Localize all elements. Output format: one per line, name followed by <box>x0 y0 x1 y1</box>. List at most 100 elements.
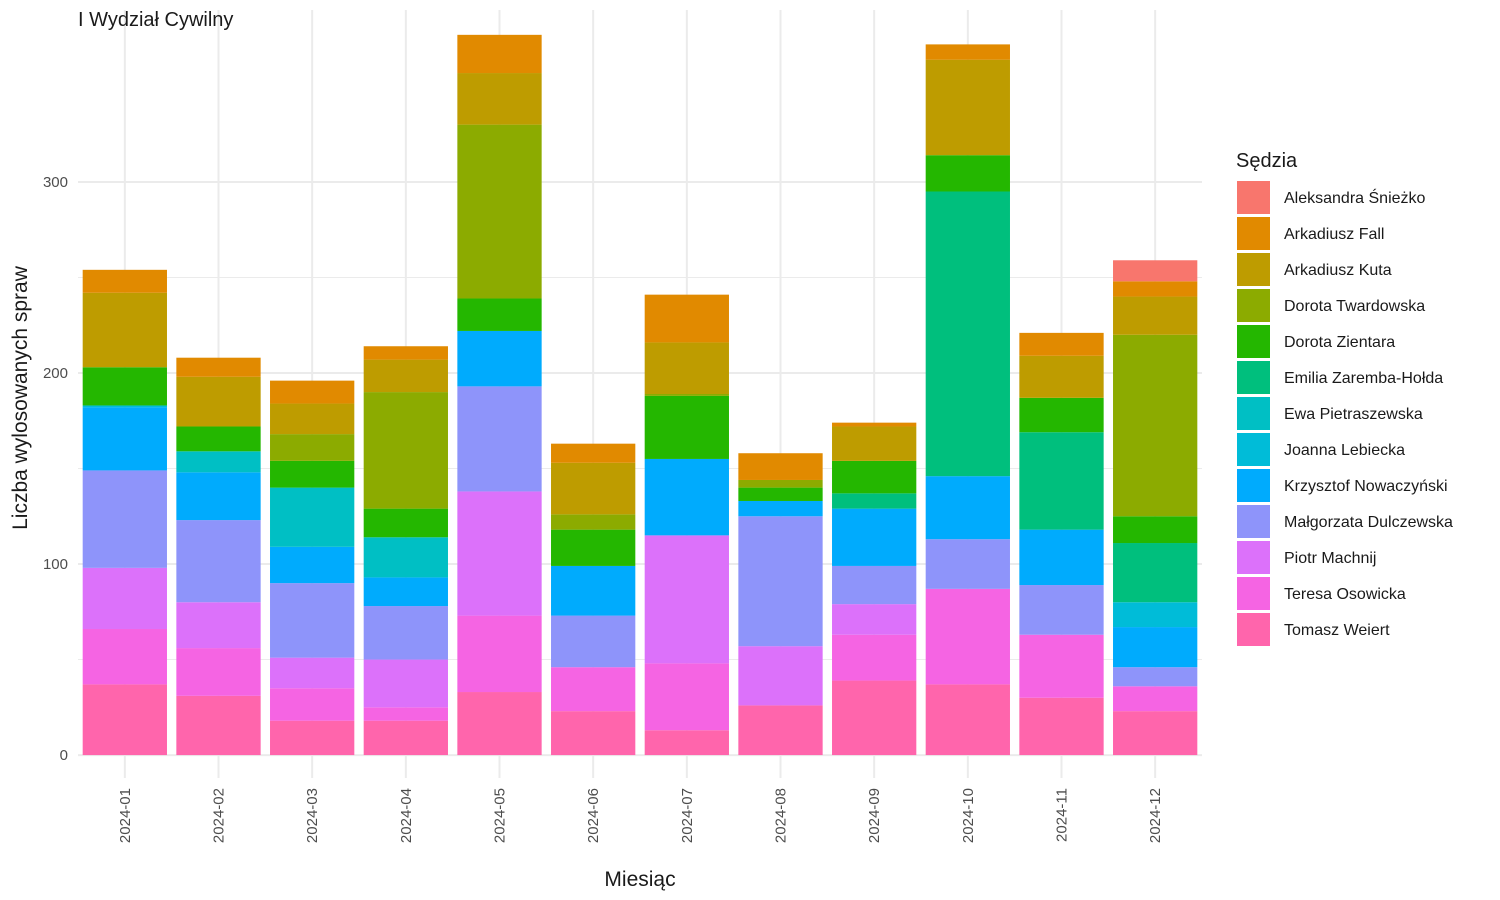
y-tick-label: 100 <box>43 556 68 573</box>
bar-segment <box>270 657 355 689</box>
bar-segment <box>551 565 636 616</box>
bar-segment <box>176 426 261 452</box>
bar-segment <box>1019 397 1104 433</box>
bar-segment <box>176 520 261 603</box>
legend-label: Arkadiusz Kuta <box>1284 262 1392 279</box>
x-tick-label: 2024-07 <box>679 788 696 843</box>
bar-segment <box>644 294 729 343</box>
bar-segment <box>457 73 542 125</box>
bar-segment <box>832 680 917 756</box>
bar-segment <box>270 720 355 756</box>
bar-segment <box>925 684 1010 756</box>
bar-segment <box>176 695 261 756</box>
x-tick-label: 2024-10 <box>960 788 977 843</box>
bar-segment <box>457 386 542 492</box>
bar-segment <box>82 684 167 756</box>
bar-segment <box>363 577 448 607</box>
bars <box>82 34 1198 756</box>
bar-segment <box>82 367 167 406</box>
bar-segment <box>82 405 167 408</box>
bar-segment <box>176 451 261 473</box>
bar-segment <box>1019 697 1104 756</box>
legend-swatch <box>1237 505 1270 538</box>
bar-segment <box>363 346 448 360</box>
bar-segment <box>832 634 917 681</box>
bar-segment <box>925 539 1010 589</box>
y-axis-title: Liczba wylosowanych spraw <box>9 265 32 530</box>
bar-segment <box>1113 602 1198 628</box>
bar-segment <box>925 588 1010 685</box>
legend-swatch <box>1237 361 1270 394</box>
bar-segment <box>363 508 448 538</box>
bar-segment <box>82 269 167 293</box>
bar-segment <box>832 460 917 494</box>
axes: 0 100 200 300 2024-01 2024-02 2024-03 2024-04 20… <box>43 174 1164 843</box>
bar-segment <box>832 604 917 635</box>
legend-label: Dorota Twardowska <box>1284 298 1425 315</box>
bar-segment <box>1019 355 1104 398</box>
bar-segment <box>1113 296 1198 335</box>
bar-segment <box>832 508 917 566</box>
bar-segment <box>1113 334 1198 517</box>
x-tick-label: 2024-12 <box>1147 788 1164 843</box>
bar-segment <box>925 191 1010 477</box>
legend-swatch <box>1237 433 1270 466</box>
bar-segment <box>738 479 823 488</box>
bar-segment <box>925 155 1010 192</box>
legend-swatch <box>1237 397 1270 430</box>
bar-segment <box>176 357 261 377</box>
bar-segment <box>644 730 729 756</box>
bar-segment <box>363 537 448 578</box>
bar-segment <box>1113 686 1198 712</box>
bar-segment <box>644 663 729 731</box>
legend: Sędzia Aleksandra Śnieżko Arkadiusz Fall A… <box>1236 150 1453 646</box>
legend-label: Tomasz Weiert <box>1284 622 1390 639</box>
x-tick-label: 2024-04 <box>398 788 415 843</box>
legend-label: Małgorzata Dulczewska <box>1284 514 1453 531</box>
bar-segment <box>176 472 261 521</box>
bar-segment <box>457 298 542 331</box>
x-tick-label: 2024-06 <box>585 788 602 843</box>
bar-segment <box>925 59 1010 156</box>
x-tick-label: 2024-11 <box>1054 788 1071 842</box>
bar-segment <box>551 667 636 712</box>
bar-segment <box>1113 543 1198 603</box>
x-tick-label: 2024-03 <box>304 788 321 843</box>
bar-segment <box>644 342 729 394</box>
bar-segment <box>738 646 823 706</box>
legend-swatch <box>1237 469 1270 502</box>
bar-segment <box>1113 281 1198 297</box>
bar-segment <box>363 659 448 708</box>
x-axis-title: Miesiąc <box>604 868 675 891</box>
bar-segment <box>457 124 542 299</box>
bar-segment <box>551 462 636 515</box>
x-tick-label: 2024-08 <box>773 788 790 843</box>
bar-segment <box>832 565 917 605</box>
bar-segment <box>1113 627 1198 668</box>
legend-title: Sędzia <box>1236 150 1298 172</box>
bar-segment <box>457 330 542 387</box>
bar-segment <box>270 460 355 488</box>
bar-segment <box>176 376 261 427</box>
bar-segment <box>644 535 729 664</box>
bar-segment <box>1019 585 1104 635</box>
bar-segment <box>1113 260 1198 282</box>
bar-segment <box>270 583 355 658</box>
legend-label: Emilia Zaremba-Hołda <box>1284 370 1443 387</box>
legend-label: Krzysztof Nowaczyński <box>1284 478 1448 495</box>
bar-segment <box>644 394 729 396</box>
legend-swatch <box>1237 541 1270 574</box>
bar-segment <box>363 392 448 509</box>
bar-segment <box>738 705 823 756</box>
legend-label: Dorota Zientara <box>1284 334 1395 351</box>
bar-segment <box>270 487 355 547</box>
bar-segment <box>1113 711 1198 756</box>
bar-segment <box>551 514 636 530</box>
legend-label: Joanna Lebiecka <box>1284 442 1405 459</box>
bar-segment <box>832 422 917 427</box>
bar-segment <box>457 615 542 693</box>
y-tick-label: 200 <box>43 365 68 382</box>
bar-segment <box>1019 529 1104 586</box>
bar-segment <box>82 628 167 685</box>
legend-swatch <box>1237 613 1270 646</box>
